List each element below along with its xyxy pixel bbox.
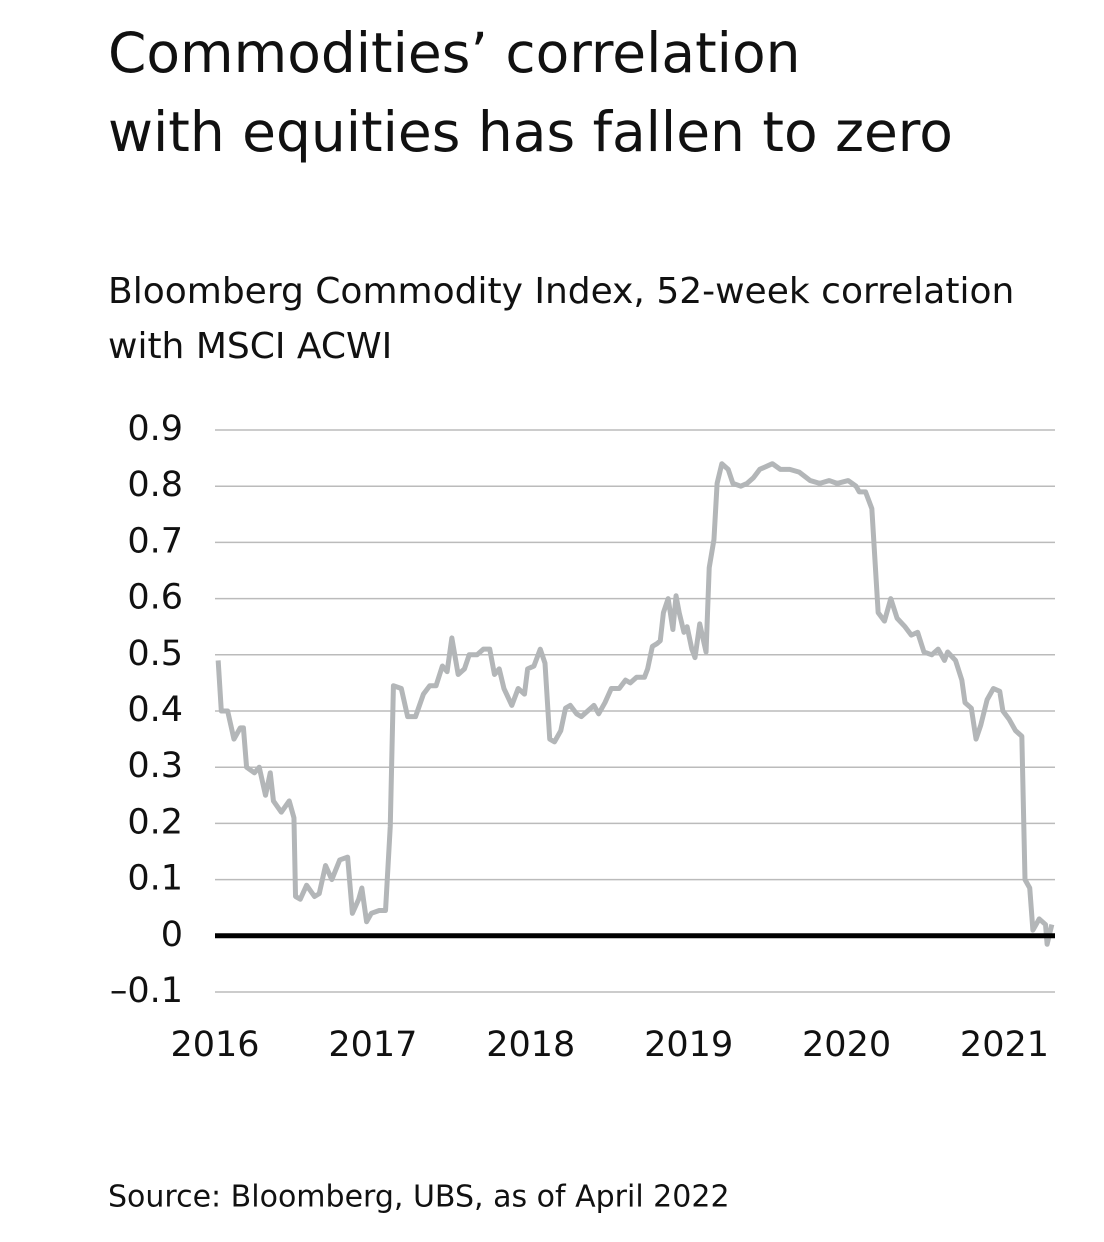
y-tick-label: –0.1: [110, 971, 183, 1011]
y-tick-label: 0: [161, 915, 183, 955]
chart-subtitle: Bloomberg Commodity Index, 52-week corre…: [108, 271, 1014, 312]
y-tick-label: 0.4: [127, 690, 183, 730]
x-tick-label: 2018: [486, 1025, 575, 1065]
chart-title: Commodities’ correlation: [108, 21, 800, 85]
x-tick-label: 2021: [960, 1025, 1049, 1065]
x-tick-label: 2020: [802, 1025, 891, 1065]
chart-title: with equities has fallen to zero: [108, 100, 953, 164]
y-tick-label: 0.5: [127, 634, 183, 674]
y-tick-label: 0.3: [127, 746, 183, 786]
x-tick-label: 2019: [644, 1025, 733, 1065]
y-tick-label: 0.1: [127, 859, 183, 899]
y-tick-label: 0.9: [127, 409, 183, 449]
chart-subtitle: with MSCI ACWI: [108, 326, 392, 367]
data-line: [215, 461, 1055, 947]
source-note: Source: Bloomberg, UBS, as of April 2022: [108, 1180, 730, 1215]
x-tick-label: 2016: [170, 1025, 259, 1065]
y-tick-label: 0.2: [127, 802, 183, 842]
y-tick-label: 0.7: [127, 521, 183, 561]
y-tick-label: 0.8: [127, 465, 183, 505]
y-tick-label: 0.6: [127, 578, 183, 618]
x-tick-label: 2017: [328, 1025, 417, 1065]
